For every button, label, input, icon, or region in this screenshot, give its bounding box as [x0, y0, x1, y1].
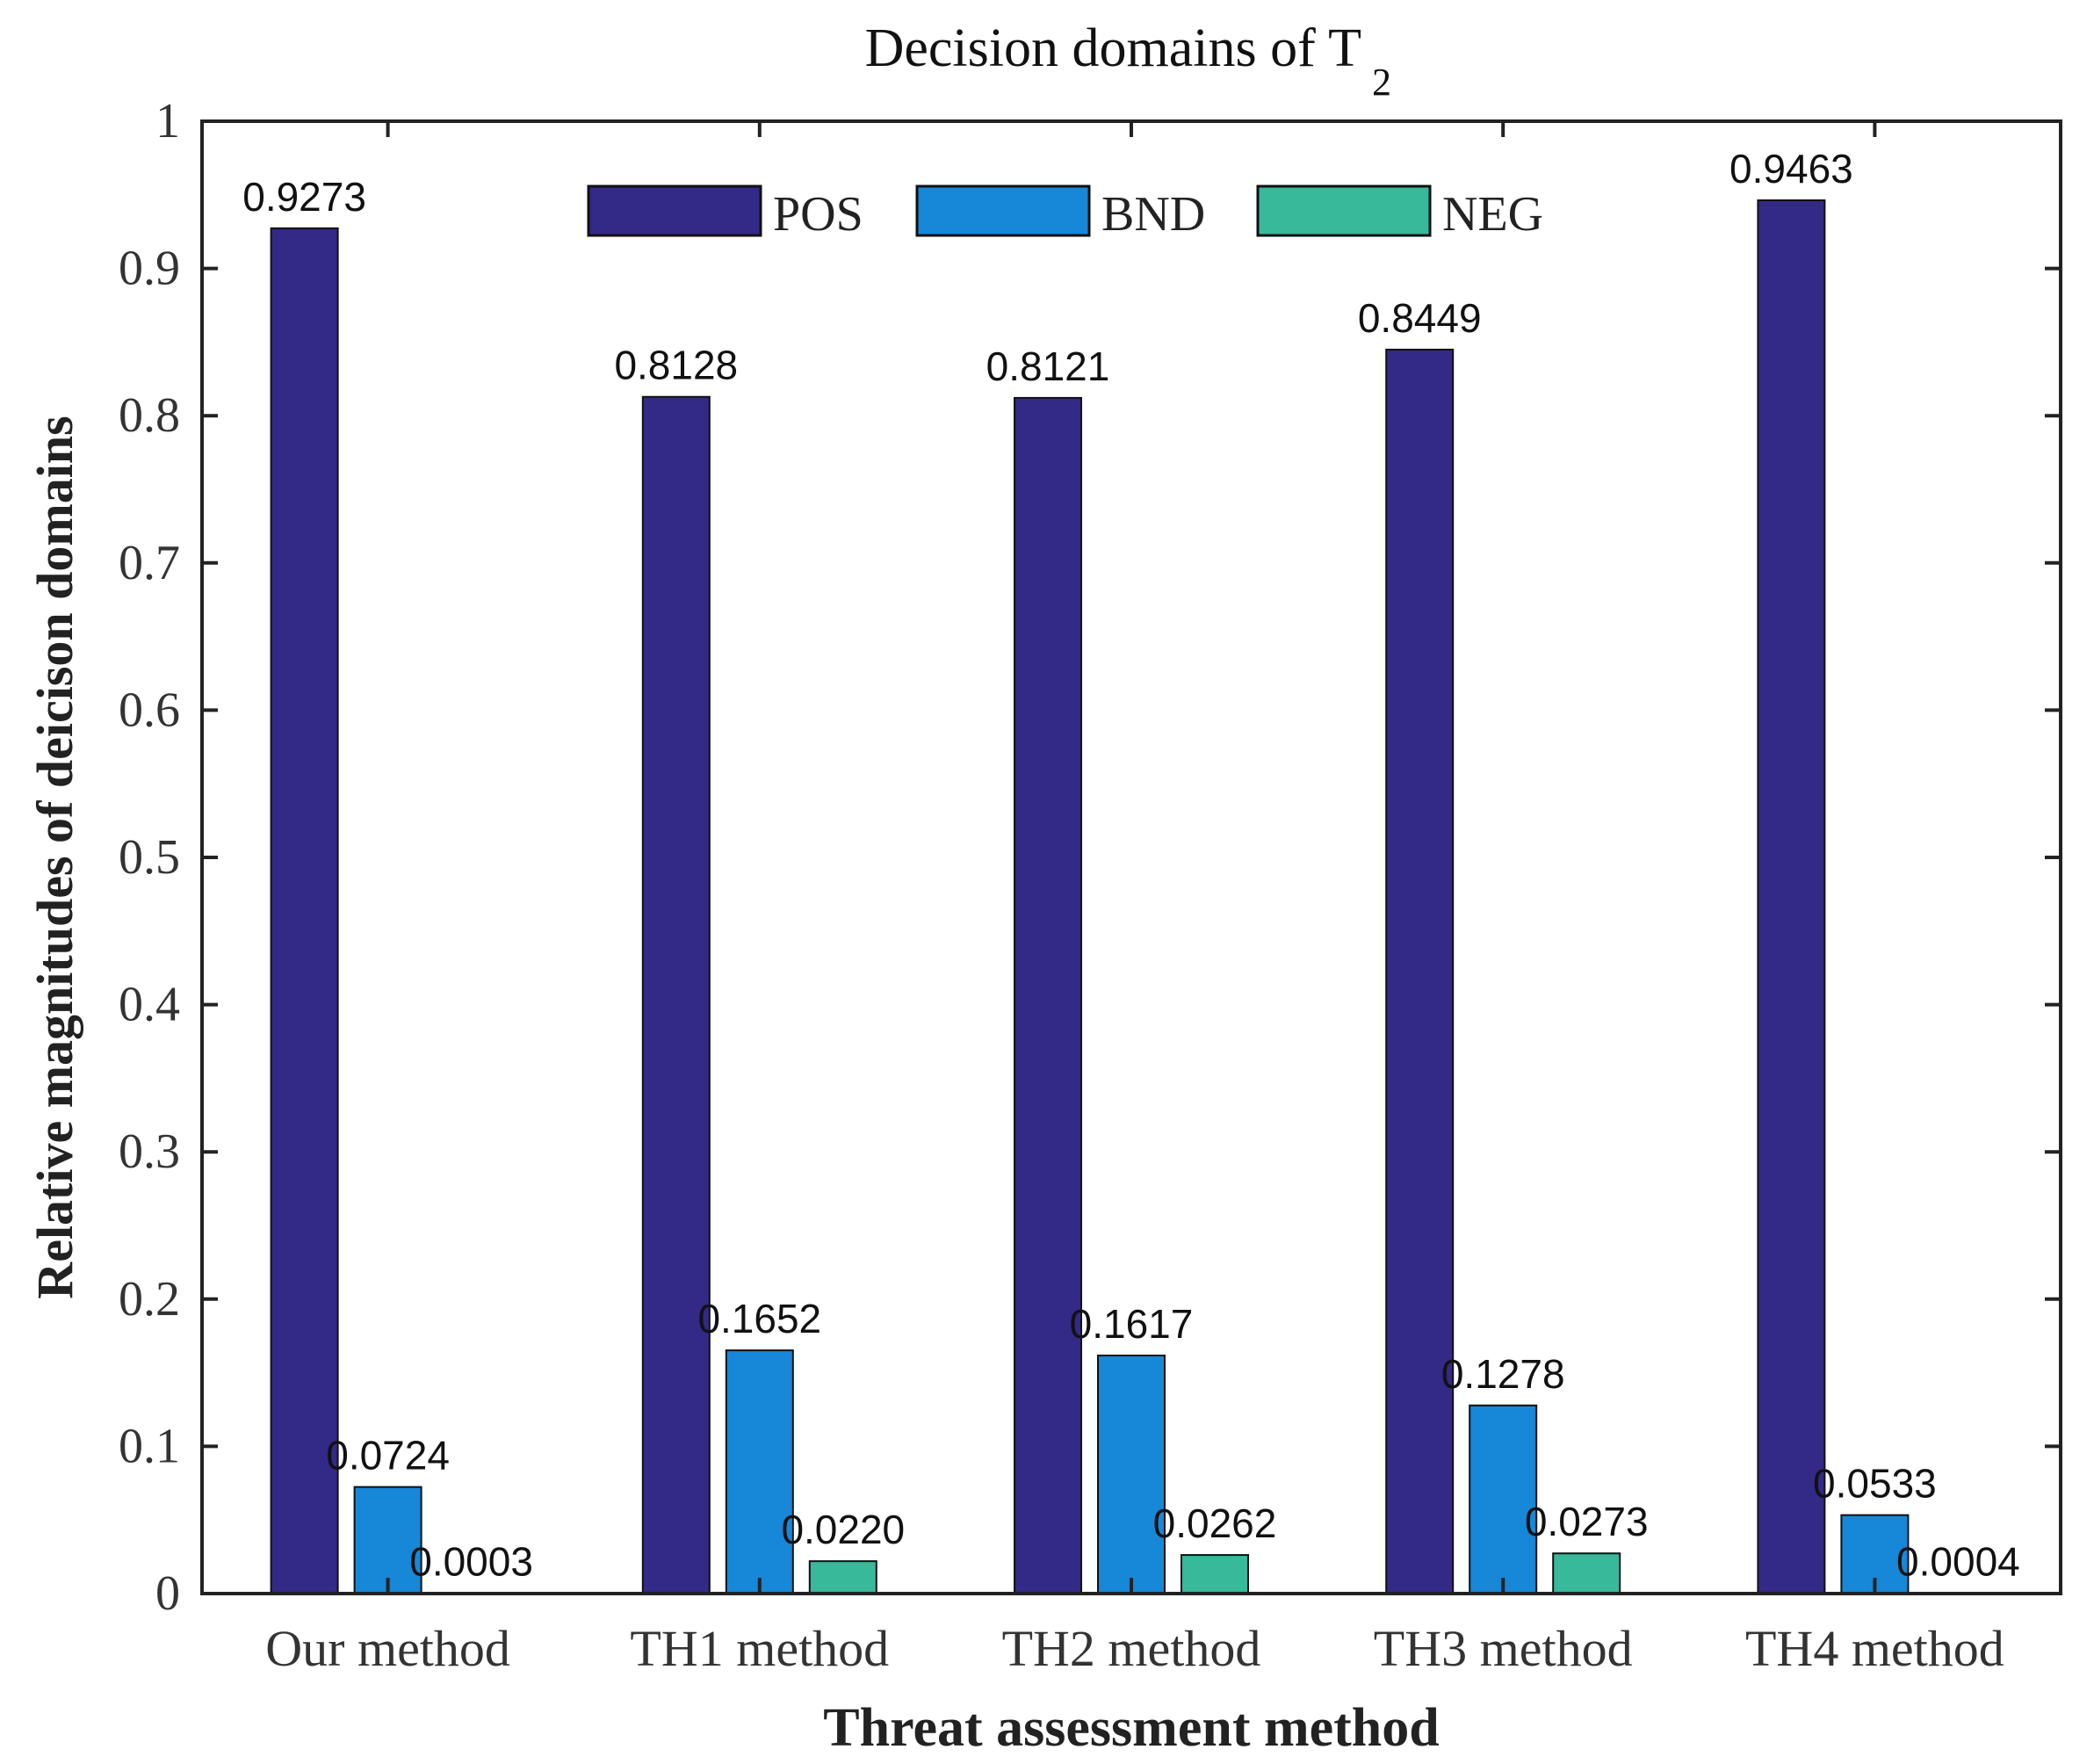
- legend-label-neg: NEG: [1442, 187, 1543, 242]
- bar-pos-2: [641, 395, 711, 1594]
- value-label-pos-2: 0.8128: [614, 343, 738, 388]
- y-axis-label: Relative magnitudes of deicison domains: [26, 416, 83, 1298]
- value-label-bnd-1: 0.0724: [326, 1433, 450, 1478]
- value-label-pos-3: 0.8121: [986, 343, 1110, 389]
- value-label-bnd-4: 0.1278: [1441, 1351, 1565, 1397]
- bar-pos-5: [1757, 199, 1826, 1594]
- legend-swatch-pos: [587, 184, 762, 237]
- x-tick-label: TH2 method: [1002, 1620, 1261, 1677]
- bar-neg-2: [808, 1560, 877, 1595]
- y-tick-label: 1: [155, 94, 180, 148]
- bar-pos-4: [1385, 348, 1455, 1594]
- x-tick-label: TH3 method: [1374, 1620, 1633, 1677]
- legend-swatch-bnd: [915, 184, 1091, 237]
- bar-neg-4: [1552, 1552, 1621, 1595]
- legend-label-bnd: BND: [1101, 187, 1205, 242]
- x-tick-label: TH1 method: [630, 1620, 889, 1677]
- y-tick-label: 0.6: [119, 683, 180, 737]
- value-label-bnd-3: 0.1617: [1070, 1301, 1194, 1347]
- chart-title-subscript: 2: [1372, 61, 1391, 104]
- y-tick-label: 0.3: [119, 1124, 180, 1179]
- value-label-bnd-2: 0.1652: [697, 1296, 821, 1341]
- bar-neg-3: [1181, 1554, 1249, 1594]
- chart-title: Decision domains of T 2: [865, 18, 1391, 104]
- bars-layer: [270, 199, 1993, 1595]
- ticks-layer: 0 0.1 0.2 0.3 0.4 0.5 0.6 0.7 0.8 0.9 1 Our method T…: [119, 94, 2061, 1677]
- bar-pos-1: [270, 227, 339, 1594]
- value-labels-layer: 0.9273 0.8128 0.8121 0.8449 0.9463 0.0724 0.16…: [242, 146, 2020, 1584]
- legend: POS BND NEG: [587, 184, 1543, 242]
- y-tick-label: 0: [155, 1566, 180, 1621]
- x-axis-label: Threat assessment method: [823, 1698, 1440, 1758]
- y-tick-label: 0.5: [119, 830, 180, 885]
- value-label-bnd-5: 0.0533: [1813, 1461, 1937, 1507]
- x-tick-label: Our method: [265, 1620, 510, 1677]
- bar-bnd-2: [725, 1349, 794, 1594]
- value-label-neg-5: 0.0004: [1896, 1538, 2020, 1584]
- value-label-neg-3: 0.0262: [1153, 1500, 1277, 1546]
- x-tick-label: TH4 method: [1745, 1620, 2004, 1677]
- bar-pos-3: [1014, 396, 1082, 1594]
- value-label-neg-1: 0.0003: [409, 1538, 533, 1584]
- value-label-neg-4: 0.0273: [1525, 1499, 1649, 1544]
- y-tick-label: 0.2: [119, 1272, 180, 1327]
- value-label-pos-4: 0.8449: [1358, 295, 1482, 341]
- bar-bnd-1: [353, 1486, 422, 1594]
- bar-bnd-4: [1469, 1404, 1538, 1595]
- value-label-neg-2: 0.0220: [781, 1507, 905, 1552]
- value-label-pos-5: 0.9463: [1729, 146, 1853, 192]
- y-tick-label: 0.4: [119, 978, 180, 1032]
- value-label-pos-1: 0.9273: [242, 174, 366, 220]
- legend-swatch-neg: [1256, 184, 1432, 237]
- y-tick-label: 0.8: [119, 388, 180, 443]
- chart-title-main: Decision domains of T: [865, 18, 1361, 78]
- bar-bnd-3: [1097, 1354, 1166, 1595]
- y-tick-label: 0.7: [119, 536, 180, 590]
- y-tick-label: 0.1: [119, 1419, 180, 1473]
- legend-label-pos: POS: [773, 187, 863, 242]
- y-tick-label: 0.9: [119, 242, 180, 296]
- plot-area-frame: [200, 119, 2062, 1595]
